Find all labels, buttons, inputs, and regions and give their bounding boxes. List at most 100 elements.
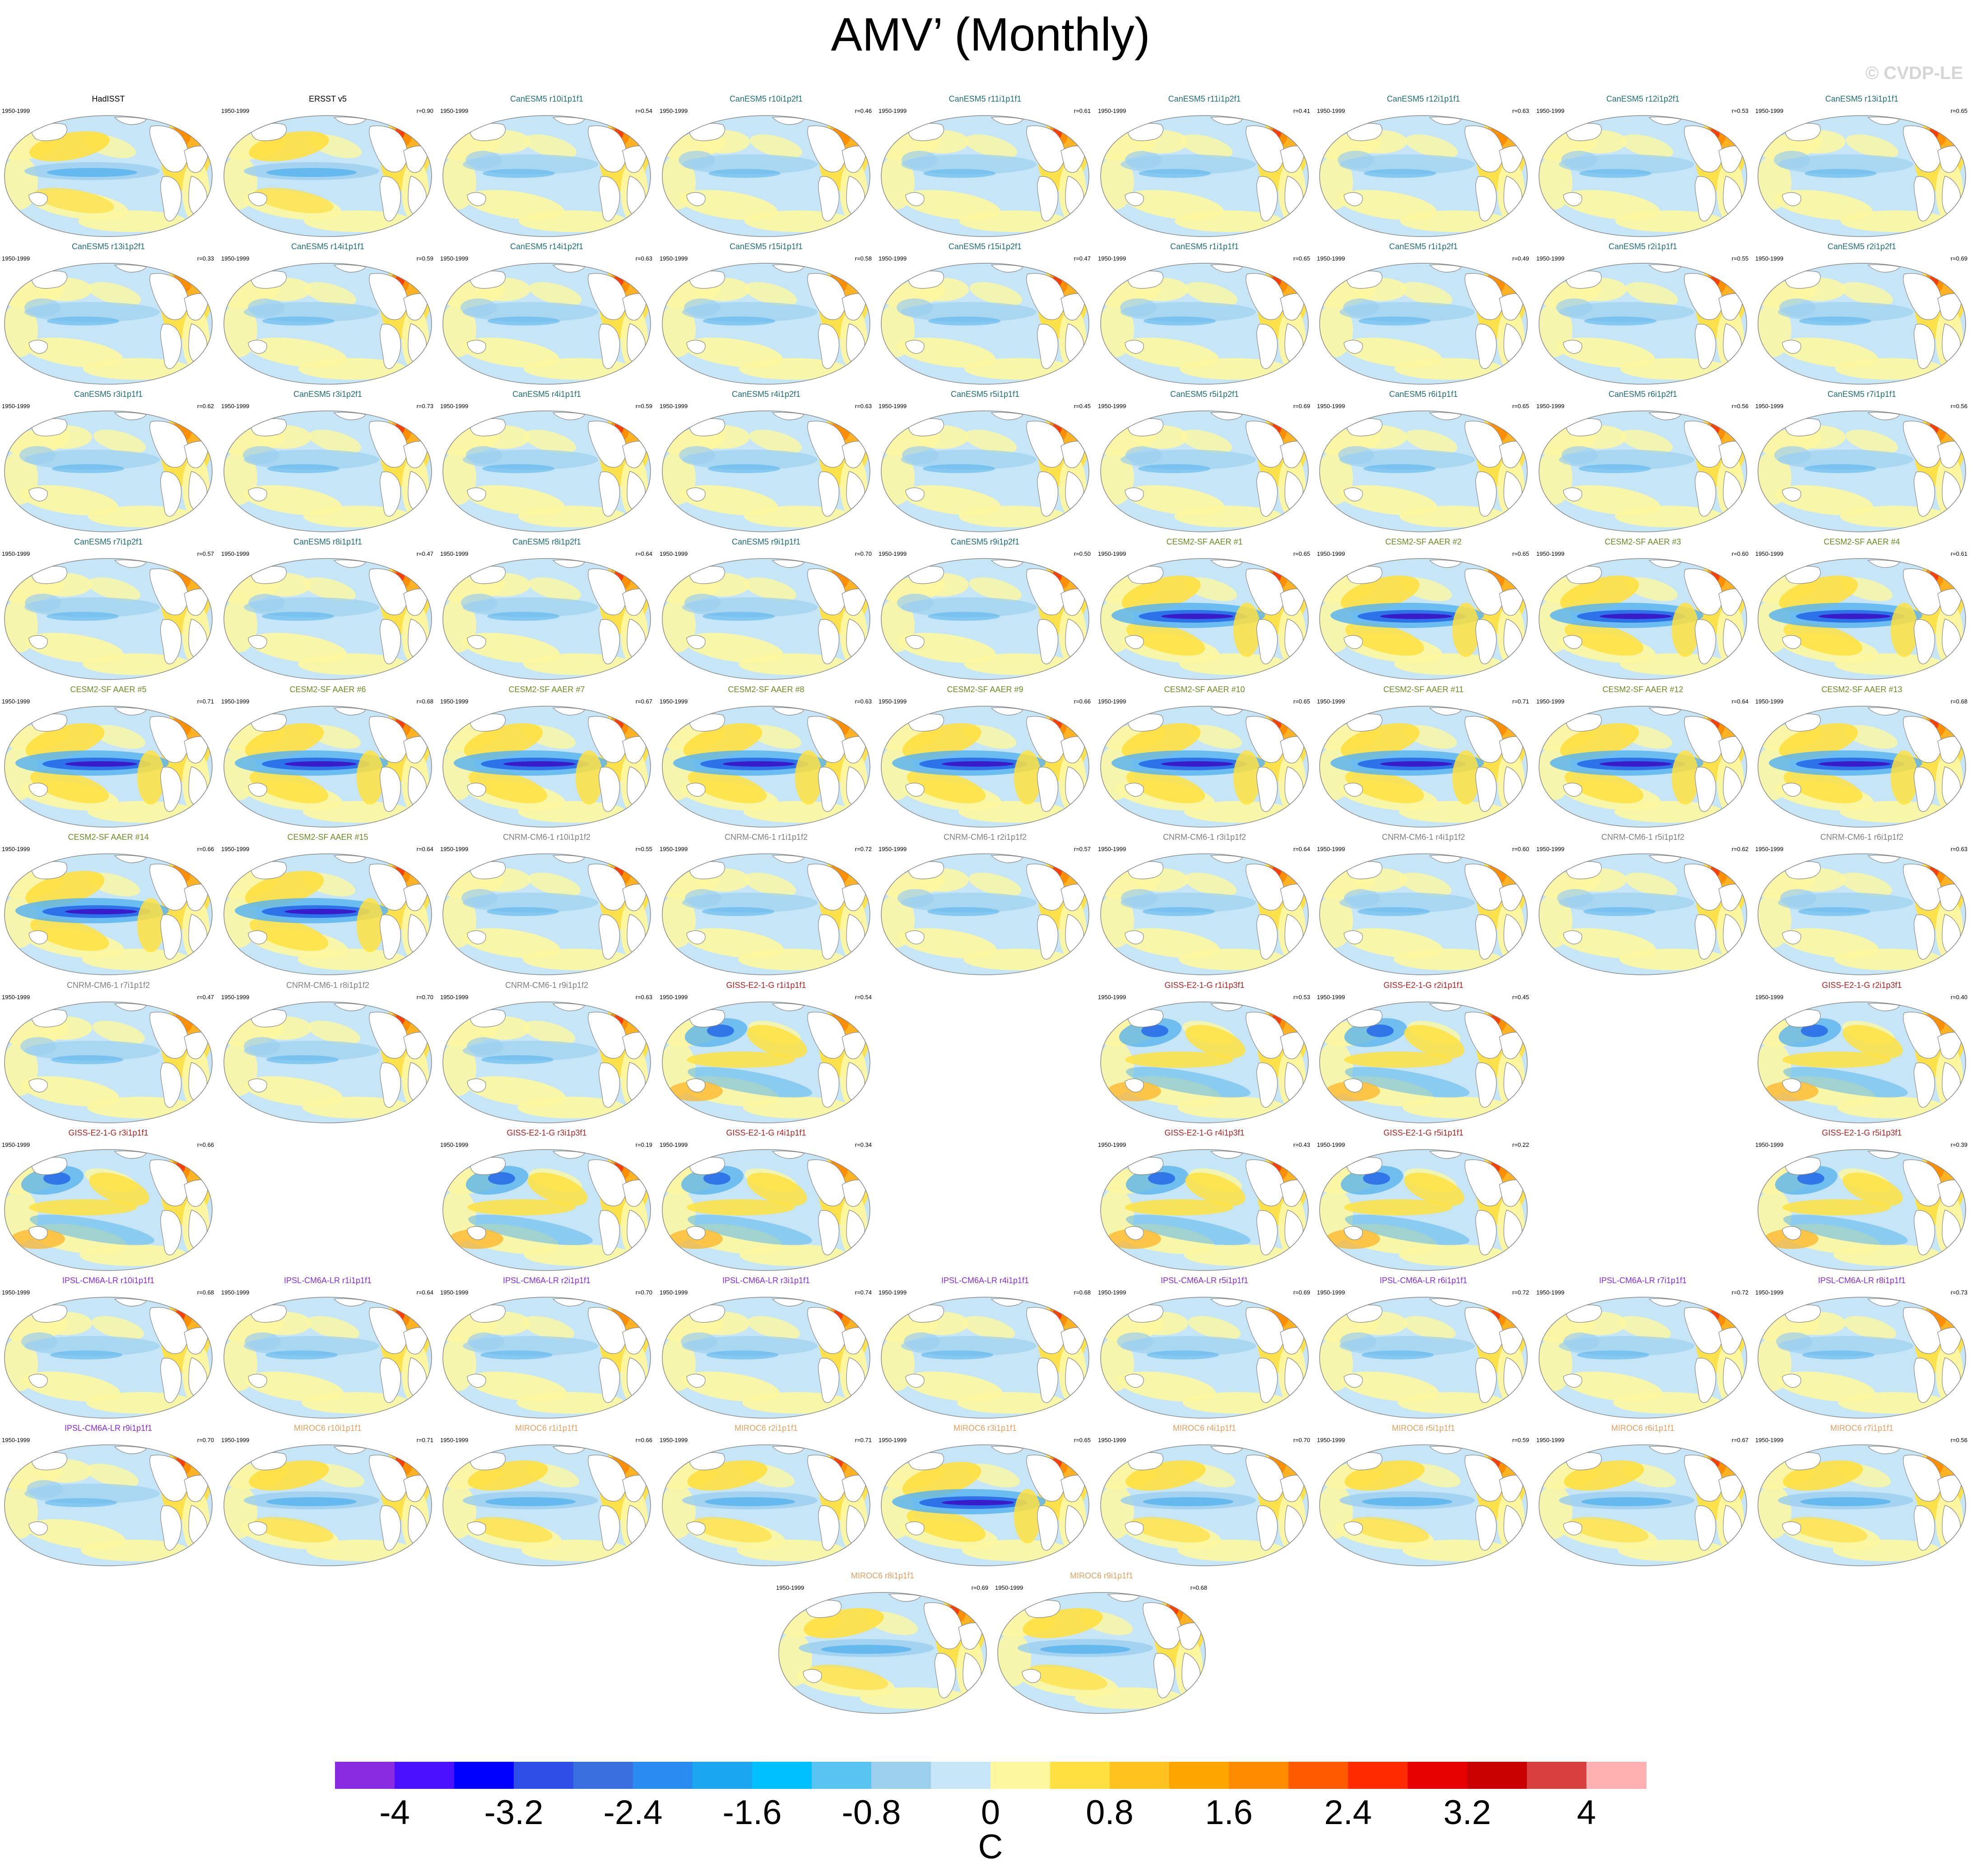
panel-title: CESM2-SF AAER #15	[287, 833, 368, 842]
panel-title: CNRM-CM6-1 r5i1p1f2	[1601, 833, 1685, 842]
panel-pattern-correlation: r=0.63	[1950, 846, 1967, 852]
panel-title: GISS-E2-1-G r1i1p3f1	[1164, 981, 1245, 990]
panel-pattern-correlation: r=0.69	[1293, 403, 1310, 410]
panel-period: 1950-1999	[1536, 698, 1565, 705]
panel-pattern-correlation: r=0.63	[1512, 107, 1529, 114]
panel-pattern-correlation: r=0.68	[1950, 698, 1967, 705]
panel-title: GISS-E2-1-G r3i1p3f1	[507, 1128, 587, 1137]
sst-anomaly-map	[1758, 1001, 1966, 1123]
sst-anomaly-map	[1758, 1149, 1966, 1271]
panel-period: 1950-1999	[221, 107, 250, 114]
panel-period: 1950-1999	[1317, 550, 1345, 557]
panel-pattern-correlation: r=0.62	[197, 403, 214, 410]
panel-title: IPSL-CM6A-LR r4i1p1f1	[941, 1276, 1029, 1285]
panel-title: CESM2-SF AAER #3	[1604, 537, 1681, 546]
sst-anomaly-map	[1319, 115, 1528, 237]
panel-title: IPSL-CM6A-LR r7i1p1f1	[1599, 1276, 1687, 1285]
sst-anomaly-map	[1100, 1149, 1309, 1271]
map-panel: CESM2-SF AAER #4 1950-1999 r=0.61	[1753, 537, 1970, 681]
panel-title: IPSL-CM6A-LR r5i1p1f1	[1160, 1276, 1249, 1285]
panel-period: 1950-1999	[1098, 1289, 1126, 1296]
panel-period: 1950-1999	[879, 403, 907, 410]
panel-title: CanESM5 r13i1p2f1	[71, 242, 145, 251]
colorbar-tick-label: -0.8	[842, 1793, 901, 1832]
panel-period: 1950-1999	[1755, 846, 1784, 852]
panel-title: CESM2-SF AAER #1	[1166, 537, 1243, 546]
sst-anomaly-map	[662, 410, 870, 532]
colorbar-tick-label: 3.2	[1443, 1793, 1491, 1832]
sst-anomaly-map	[4, 410, 213, 532]
panel-title: CNRM-CM6-1 r6i1p1f2	[1820, 833, 1904, 842]
panel-title: CanESM5 r1i1p2f1	[1389, 242, 1458, 251]
colorbar-segment	[514, 1762, 574, 1789]
sst-anomaly-map	[442, 1149, 651, 1271]
map-panel: IPSL-CM6A-LR r7i1p1f1 1950-1999 r=0.72	[1535, 1275, 1751, 1420]
panel-pattern-correlation: r=0.45	[1074, 403, 1091, 410]
panel-period: 1950-1999	[1536, 255, 1565, 262]
map-panel: CanESM5 r5i1p2f1 1950-1999 r=0.69	[1096, 389, 1313, 534]
panel-period: 1950-1999	[1317, 1141, 1345, 1148]
sst-anomaly-map	[1319, 853, 1528, 975]
panel-title: CanESM5 r15i1p2f1	[948, 242, 1022, 251]
map-panel: CESM2-SF AAER #5 1950-1999 r=0.71	[0, 684, 217, 829]
colorbar-segment	[990, 1762, 1051, 1789]
sst-anomaly-map	[662, 706, 870, 828]
sst-anomaly-map	[223, 1444, 432, 1566]
panel-period: 1950-1999	[221, 550, 250, 557]
panel-period: 1950-1999	[879, 107, 907, 114]
panel-pattern-correlation: r=0.70	[197, 1437, 214, 1443]
panel-title: MIROC6 r5i1p1f1	[1391, 1424, 1456, 1433]
sst-anomaly-map	[442, 410, 651, 532]
panel-pattern-correlation: r=0.57	[197, 550, 214, 557]
map-panel: CanESM5 r7i1p1f1 1950-1999 r=0.56	[1753, 389, 1970, 534]
panel-period: 1950-1999	[1098, 994, 1126, 1001]
sst-anomaly-map	[881, 263, 1089, 385]
map-panel: CanESM5 r8i1p1f1 1950-1999 r=0.47	[219, 537, 436, 681]
panel-period: 1950-1999	[776, 1584, 804, 1591]
panel-period: 1950-1999	[1098, 698, 1126, 705]
map-panel: CNRM-CM6-1 r3i1p1f2 1950-1999 r=0.64	[1096, 832, 1313, 977]
map-panel: CanESM5 r9i1p2f1 1950-1999 r=0.50	[877, 537, 1093, 681]
panel-title: CanESM5 r1i1p1f1	[1170, 242, 1239, 251]
panel-period: 1950-1999	[440, 107, 469, 114]
panel-pattern-correlation: r=0.50	[1074, 550, 1091, 557]
panel-title: CanESM5 r8i1p2f1	[512, 537, 581, 546]
panel-pattern-correlation: r=0.22	[1512, 1141, 1529, 1148]
map-panel: CanESM5 r3i1p1f1 1950-1999 r=0.62	[0, 389, 217, 534]
map-panel: IPSL-CM6A-LR r3i1p1f1 1950-1999 r=0.74	[658, 1275, 874, 1420]
panel-title: CanESM5 r7i1p2f1	[74, 537, 143, 546]
panel-title: CNRM-CM6-1 r8i1p1f2	[286, 981, 370, 990]
panel-period: 1950-1999	[1317, 107, 1345, 114]
sst-anomaly-map	[1100, 853, 1309, 975]
panel-pattern-correlation: r=0.53	[1293, 994, 1310, 1001]
map-panel: CNRM-CM6-1 r7i1p1f2 1950-1999 r=0.47	[0, 980, 217, 1125]
panel-period: 1950-1999	[1098, 550, 1126, 557]
sst-anomaly-map	[1539, 558, 1747, 680]
panel-title: MIROC6 r2i1p1f1	[734, 1424, 798, 1433]
panel-period: 1950-1999	[1536, 550, 1565, 557]
map-panel: CanESM5 r13i1p2f1 1950-1999 r=0.33	[0, 242, 217, 386]
panel-title: CanESM5 r3i1p1f1	[74, 390, 143, 399]
map-panel: MIROC6 r3i1p1f1 1950-1999 r=0.65	[877, 1423, 1093, 1568]
panel-period: 1950-1999	[879, 1289, 907, 1296]
panel-period: 1950-1999	[2, 1141, 30, 1148]
panel-period: 1950-1999	[660, 994, 688, 1001]
map-panel: MIROC6 r6i1p1f1 1950-1999 r=0.67	[1535, 1423, 1751, 1568]
panel-pattern-correlation: r=0.63	[635, 255, 652, 262]
panel-period: 1950-1999	[660, 550, 688, 557]
panel-period: 1950-1999	[1317, 1437, 1345, 1443]
map-panel: CESM2-SF AAER #6 1950-1999 r=0.68	[219, 684, 436, 829]
sst-anomaly-map	[442, 558, 651, 680]
map-panel: IPSL-CM6A-LR r8i1p1f1 1950-1999 r=0.73	[1753, 1275, 1970, 1420]
panel-period: 1950-1999	[1098, 1437, 1126, 1443]
panel-pattern-correlation: r=0.56	[1731, 403, 1748, 410]
panel-title: MIROC6 r6i1p1f1	[1611, 1424, 1675, 1433]
panel-period: 1950-1999	[221, 1437, 250, 1443]
panel-pattern-correlation: r=0.63	[855, 698, 872, 705]
map-panel: CNRM-CM6-1 r6i1p1f2 1950-1999 r=0.63	[1753, 832, 1970, 977]
map-panel: CanESM5 r8i1p2f1 1950-1999 r=0.64	[438, 537, 655, 681]
panel-title: CanESM5 r5i1p1f1	[950, 390, 1020, 399]
map-panel: IPSL-CM6A-LR r1i1p1f1 1950-1999 r=0.64	[219, 1275, 436, 1420]
map-panel: GISS-E2-1-G r1i1p1f1 1950-1999 r=0.54	[658, 980, 874, 1125]
panel-pattern-correlation: r=0.54	[635, 107, 652, 114]
